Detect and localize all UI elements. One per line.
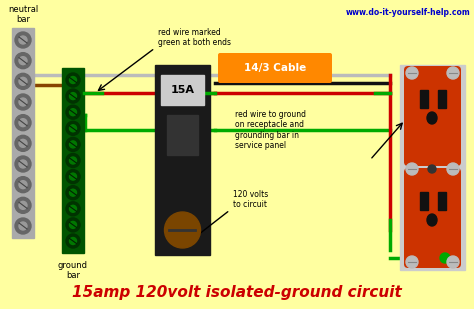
Circle shape [66, 73, 80, 87]
FancyBboxPatch shape [218, 53, 332, 83]
Circle shape [19, 98, 27, 106]
FancyBboxPatch shape [404, 168, 461, 268]
Circle shape [66, 89, 80, 103]
Circle shape [66, 186, 80, 200]
Text: 120 volts
to circuit: 120 volts to circuit [233, 190, 268, 210]
Circle shape [19, 77, 27, 85]
Circle shape [406, 163, 418, 175]
Circle shape [70, 189, 76, 196]
Circle shape [70, 173, 76, 180]
Text: red wire to ground
on receptacle and
grounding bar in
service panel: red wire to ground on receptacle and gro… [235, 110, 306, 150]
Circle shape [19, 139, 27, 147]
Circle shape [428, 165, 436, 173]
Circle shape [15, 218, 31, 234]
Circle shape [66, 218, 80, 232]
Text: 15amp 120volt isolated-ground circuit: 15amp 120volt isolated-ground circuit [72, 285, 402, 300]
Circle shape [15, 197, 31, 213]
Bar [420, 90, 428, 108]
Circle shape [406, 256, 418, 268]
Text: neutral
bar: neutral bar [8, 5, 38, 24]
Circle shape [15, 53, 31, 69]
Circle shape [447, 163, 459, 175]
Circle shape [15, 177, 31, 193]
Text: ground
bar: ground bar [58, 261, 88, 280]
Circle shape [70, 222, 76, 228]
Circle shape [440, 253, 450, 263]
Circle shape [70, 157, 76, 164]
Circle shape [19, 181, 27, 189]
Circle shape [447, 67, 459, 79]
Bar [161, 75, 204, 105]
Bar [438, 90, 446, 108]
Circle shape [15, 94, 31, 110]
Circle shape [66, 202, 80, 216]
Circle shape [66, 138, 80, 151]
Bar [438, 192, 446, 210]
Circle shape [164, 212, 201, 248]
Bar [420, 192, 428, 210]
Circle shape [15, 115, 31, 131]
Circle shape [19, 222, 27, 230]
Circle shape [66, 170, 80, 184]
FancyBboxPatch shape [404, 66, 461, 166]
Circle shape [66, 105, 80, 119]
Circle shape [70, 109, 76, 116]
Text: 14/3 Cable: 14/3 Cable [244, 63, 306, 73]
Text: 15A: 15A [171, 85, 194, 95]
Circle shape [66, 234, 80, 248]
Circle shape [15, 73, 31, 89]
Text: red wire marked
green at both ends: red wire marked green at both ends [158, 28, 231, 47]
Bar [12, 28, 34, 238]
Circle shape [70, 141, 76, 148]
Ellipse shape [427, 214, 437, 226]
Circle shape [19, 36, 27, 44]
Circle shape [19, 201, 27, 209]
Circle shape [447, 256, 459, 268]
Bar [62, 68, 84, 253]
Bar [400, 65, 465, 270]
Circle shape [70, 77, 76, 83]
Circle shape [15, 135, 31, 151]
Bar [167, 115, 198, 155]
Circle shape [70, 205, 76, 212]
Circle shape [70, 125, 76, 132]
Circle shape [70, 238, 76, 244]
Circle shape [66, 121, 80, 135]
Circle shape [406, 67, 418, 79]
Circle shape [15, 32, 31, 48]
Circle shape [19, 119, 27, 127]
Text: www.do-it-yourself-help.com: www.do-it-yourself-help.com [345, 8, 470, 17]
Ellipse shape [427, 112, 437, 124]
Circle shape [19, 160, 27, 168]
Circle shape [70, 93, 76, 99]
Circle shape [19, 57, 27, 65]
Bar [155, 65, 210, 255]
Circle shape [66, 154, 80, 167]
Circle shape [15, 156, 31, 172]
